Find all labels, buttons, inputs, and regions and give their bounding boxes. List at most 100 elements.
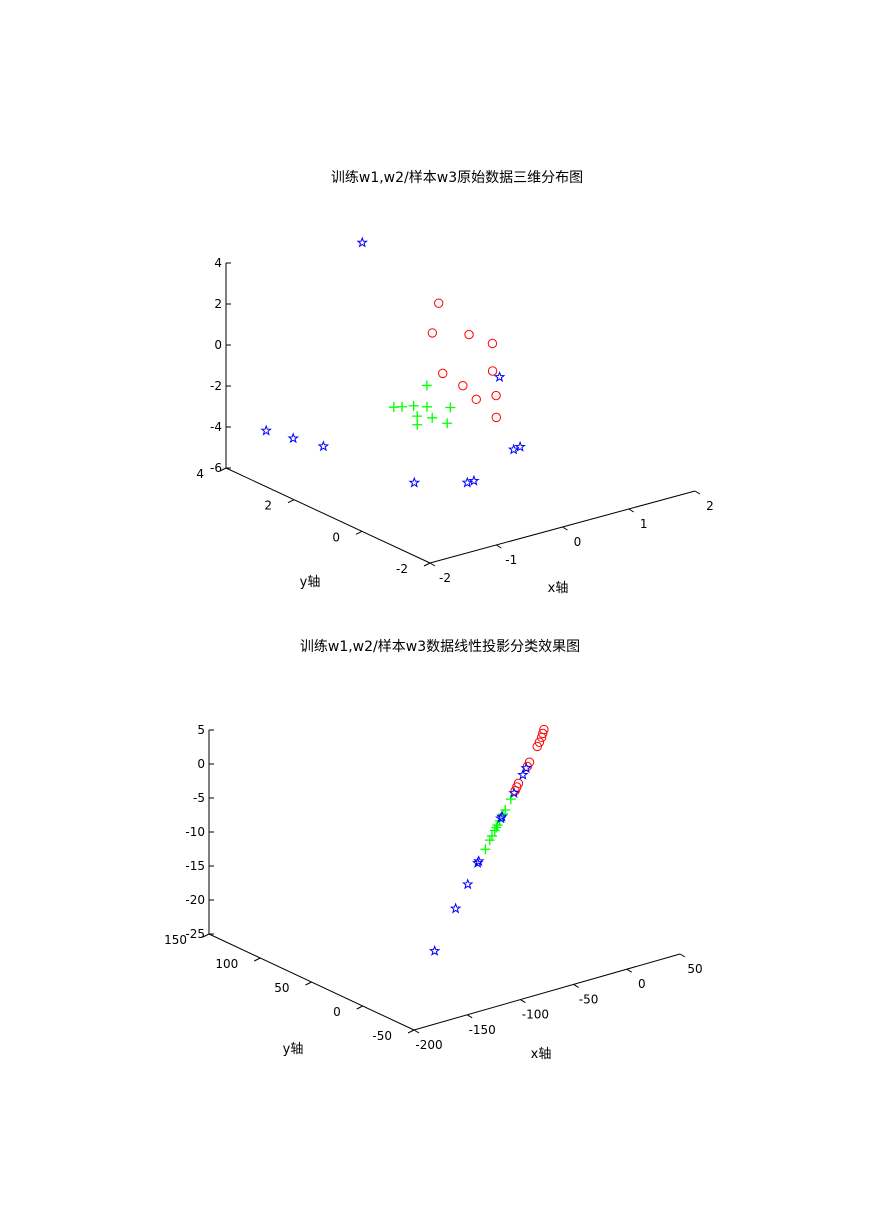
x-axis-line [413, 953, 681, 1031]
x-tick-label: 50 [687, 962, 702, 976]
data-point-circle [438, 368, 448, 379]
chart-title: 训练w1,w2/样本w3原始数据三维分布图 [331, 170, 583, 186]
x-tick-label: 1 [640, 517, 648, 531]
z-tick-label: -2 [210, 379, 222, 393]
data-point-plus [491, 822, 502, 833]
data-point-star [461, 476, 474, 488]
x-axis-label: x轴 [531, 1047, 552, 1062]
x-tick-mark [429, 562, 436, 567]
data-point-star [260, 424, 272, 436]
data-point-plus [445, 402, 456, 413]
data-point-plus [408, 400, 419, 411]
y-axis-line [225, 467, 431, 564]
x-tick-mark [628, 508, 635, 513]
y-tick-mark [407, 1029, 415, 1034]
data-point-plus [421, 380, 432, 391]
x-tick-label: -200 [415, 1038, 442, 1052]
z-tick-label: -20 [185, 893, 205, 907]
data-point-plus [484, 835, 495, 846]
data-point-circle [487, 366, 498, 376]
z-tick-label: 4 [214, 256, 222, 270]
data-point-star [468, 474, 480, 486]
x-tick-label: 2 [706, 499, 714, 513]
data-point-circle [532, 741, 542, 752]
y-tick-label: 0 [332, 530, 340, 544]
data-point-circle [536, 732, 547, 743]
y-tick-label: 4 [196, 467, 204, 481]
data-point-circle [491, 390, 501, 401]
data-point-plus [505, 794, 516, 805]
x-tick-mark [694, 490, 701, 495]
y-tick-mark [355, 530, 363, 535]
x-tick-label: -150 [469, 1023, 496, 1037]
data-point-star [495, 812, 507, 824]
data-point-star [493, 371, 506, 382]
data-point-star [520, 762, 532, 774]
data-point-star [471, 856, 484, 868]
data-point-plus [492, 820, 503, 831]
data-point-star [287, 432, 299, 444]
data-point-star [428, 944, 441, 956]
z-tick-label: -6 [210, 461, 222, 475]
data-point-circle [458, 380, 468, 391]
data-point-circle [487, 338, 498, 349]
data-point-plus [427, 412, 438, 423]
data-point-star [449, 902, 462, 914]
data-point-star [408, 476, 421, 488]
y-tick-mark [356, 1005, 363, 1010]
z-tick-label: -4 [210, 420, 222, 434]
x-tick-label: -50 [579, 992, 599, 1006]
y-tick-mark [219, 467, 227, 472]
data-point-star [507, 443, 520, 455]
z-tick-label: -15 [185, 859, 205, 873]
data-point-plus [388, 402, 399, 413]
x-tick-mark [413, 1029, 420, 1034]
data-point-plus [480, 844, 491, 855]
y-tick-mark [202, 933, 210, 938]
y-tick-label: -50 [372, 1029, 392, 1043]
data-point-circle [471, 394, 481, 405]
y-axis-label: y轴 [300, 575, 321, 590]
x-tick-mark [573, 983, 579, 988]
y-tick-label: 100 [215, 957, 238, 971]
y-tick-mark [254, 957, 261, 962]
data-point-star [514, 440, 526, 452]
z-tick-label: -10 [185, 825, 205, 839]
data-point-circle [427, 328, 438, 338]
plot-2: 训练w1,w2/样本w3数据线性投影分类效果图-200-150-100-5005… [164, 639, 703, 1062]
data-point-star [473, 855, 485, 867]
y-tick-mark [287, 499, 295, 504]
data-point-plus [412, 419, 423, 430]
y-tick-label: 2 [264, 499, 272, 513]
data-point-plus [422, 401, 433, 412]
x-tick-mark [626, 968, 633, 973]
data-point-star [317, 440, 330, 452]
data-point-star [356, 236, 369, 248]
z-tick-label: -5 [193, 791, 205, 805]
x-tick-mark [495, 544, 502, 549]
data-point-circle [434, 298, 444, 308]
data-point-plus [412, 411, 423, 422]
y-tick-label: 150 [164, 933, 187, 947]
x-tick-label: 0 [638, 977, 646, 991]
x-tick-mark [520, 999, 526, 1004]
data-point-circle [491, 412, 502, 423]
z-tick-label: 0 [197, 757, 205, 771]
plot-1: 训练w1,w2/样本w3原始数据三维分布图 -2 -1 0 1 2 -2 0 2 4 -6 -4 -2 0… [196, 170, 713, 596]
x-tick-mark [562, 526, 568, 531]
data-point-plus [442, 418, 453, 429]
y-tick-mark [423, 562, 431, 567]
x-tick-label: -2 [439, 571, 451, 585]
z-tick-label: -25 [185, 927, 205, 941]
data-point-star [517, 768, 529, 780]
data-point-star [461, 878, 474, 890]
z-tick-label: 2 [214, 297, 222, 311]
chart-title: 训练w1,w2/样本w3数据线性投影分类效果图 [300, 639, 580, 655]
y-tick-label: 50 [274, 981, 289, 995]
y-tick-label: 0 [333, 1005, 341, 1019]
y-tick-label: -2 [396, 562, 408, 576]
data-point-circle [510, 785, 520, 796]
x-tick-label: -100 [522, 1008, 549, 1022]
data-point-circle [538, 728, 548, 739]
y-axis-label: y轴 [283, 1042, 304, 1057]
